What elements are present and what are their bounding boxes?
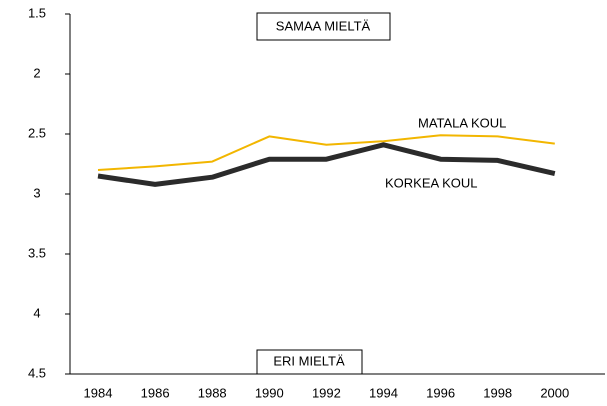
- x-tick-label: 1996: [426, 385, 455, 400]
- y-tick-label: 2: [33, 65, 40, 80]
- x-tick-label: 1992: [312, 385, 341, 400]
- x-tick-label: 1986: [141, 385, 170, 400]
- annotation: ERI MIELTÄ: [273, 353, 345, 368]
- series-label: KORKEA KOUL: [385, 175, 477, 190]
- annotation-box: [256, 349, 363, 375]
- x-tick-label: 1988: [198, 385, 227, 400]
- y-tick-label: 2.5: [28, 125, 46, 140]
- annotation-box: [256, 12, 391, 41]
- series-line: [97, 142, 556, 187]
- y-tick-label: 4.5: [28, 365, 46, 380]
- y-tick-label: 3.5: [28, 245, 46, 260]
- annotation: SAMAA MIELTÄ: [276, 18, 371, 33]
- y-tick-label: 4: [33, 305, 40, 320]
- x-tick-label: 1998: [483, 385, 512, 400]
- x-tick-label: 1984: [84, 385, 113, 400]
- x-tick-label: 1990: [255, 385, 284, 400]
- series-line: [97, 134, 555, 171]
- series-label: MATALA KOUL: [418, 115, 506, 130]
- y-tick-label: 1.5: [28, 5, 46, 20]
- y-tick-label: 3: [33, 185, 40, 200]
- x-tick-label: 1994: [369, 385, 398, 400]
- x-tick-label: 2000: [540, 385, 569, 400]
